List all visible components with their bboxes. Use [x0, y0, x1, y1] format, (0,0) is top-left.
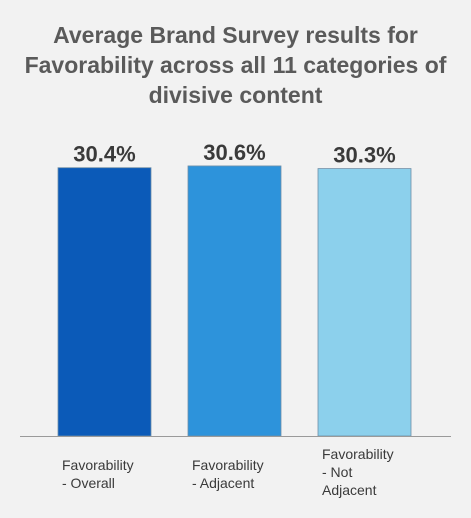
bars-group [57, 165, 412, 437]
category-label-1-line-2: - Overall [62, 475, 115, 491]
category-label-3-line-1: Favorability [322, 446, 394, 462]
category-label-1-line-1: Favorability [62, 457, 134, 473]
bar-2 [187, 165, 282, 437]
category-labels-group: Favorability - Overall Favorability - Adjac… [62, 446, 394, 498]
value-label-2: 30.6% [203, 140, 265, 165]
chart-title: Average Brand Survey results for Favorab… [24, 22, 447, 108]
bar-1 [57, 167, 152, 437]
value-label-1: 30.4% [73, 142, 135, 167]
bar-3 [317, 168, 412, 437]
value-labels-group: 30.4% 30.6% 30.3% [73, 140, 395, 168]
category-label-3-line-2: - Not [322, 464, 352, 480]
value-label-3: 30.3% [333, 143, 395, 168]
category-label-3-line-3: Adjacent [322, 482, 377, 498]
category-label-2-line-2: - Adjacent [192, 475, 254, 491]
category-label-2-line-1: Favorability [192, 457, 264, 473]
